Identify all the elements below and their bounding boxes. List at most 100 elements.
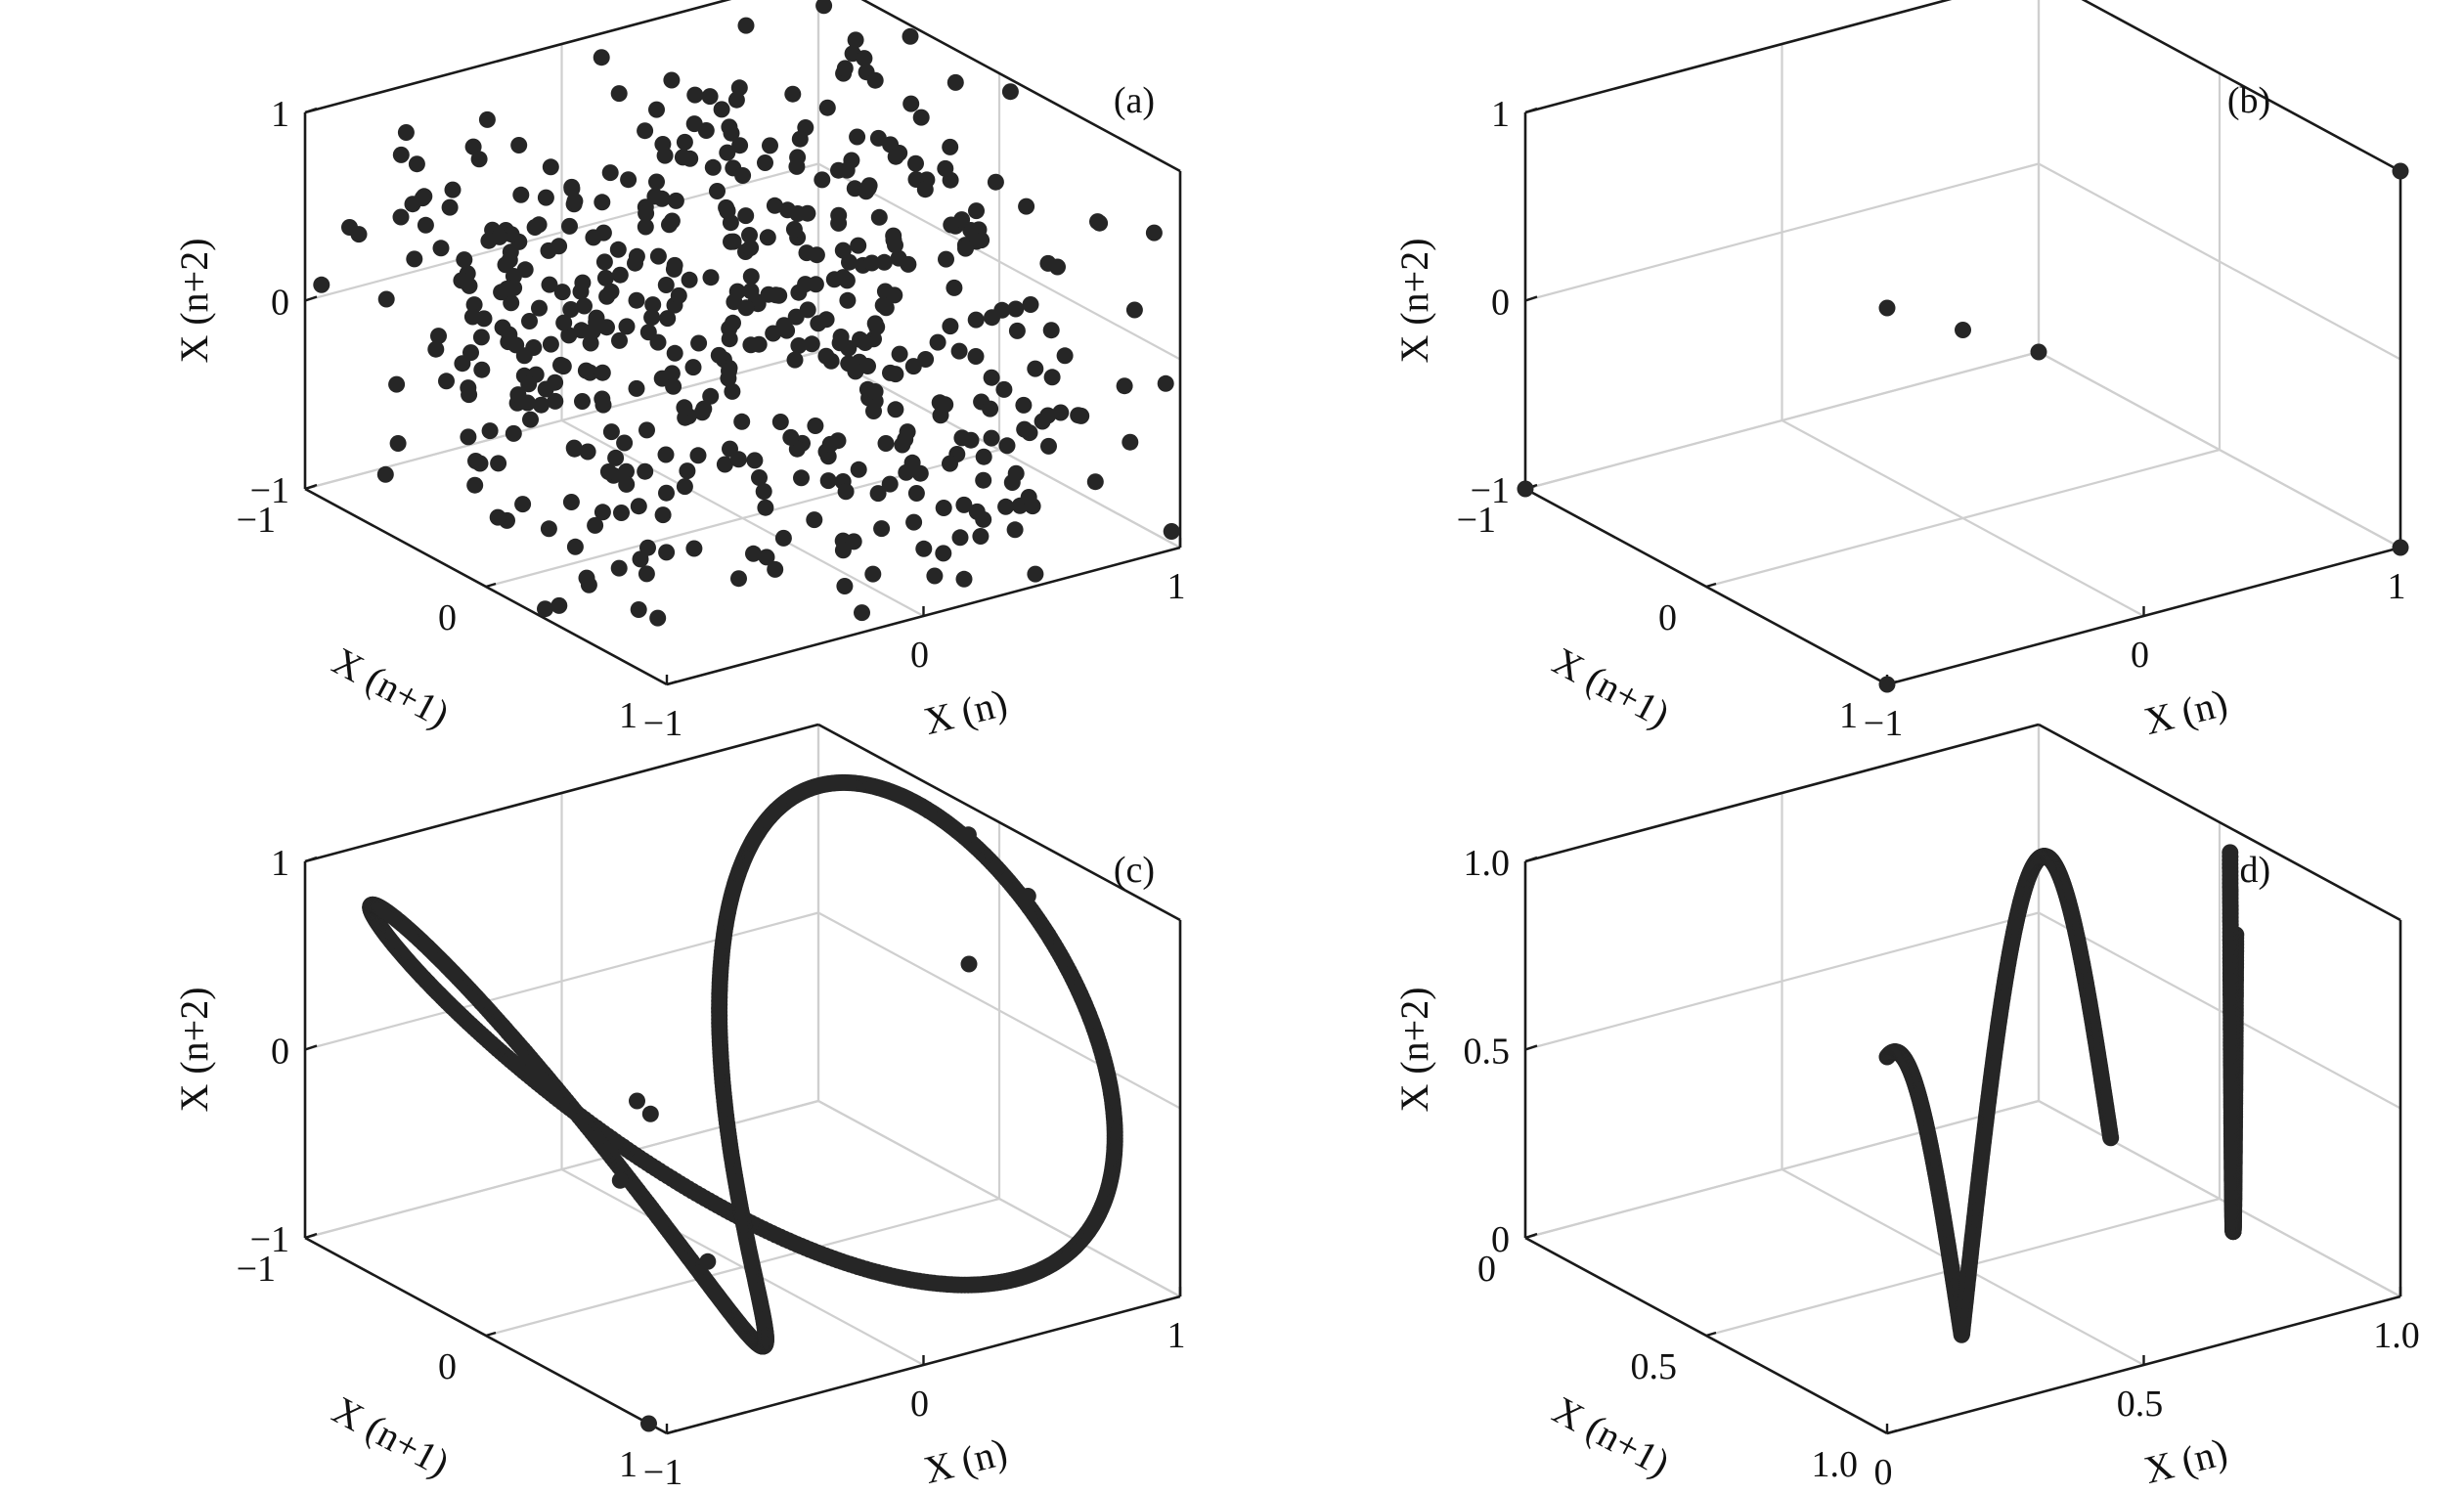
data-point [967,311,985,329]
data-point [713,101,730,118]
data-point [514,496,532,513]
data-point [630,601,647,618]
data-point [1027,565,1044,583]
grid-line [485,1197,1000,1338]
data-point [993,301,1011,319]
data-point [1034,413,1051,430]
grid-line [1705,448,2221,589]
data-point [907,154,924,172]
data-point [839,291,857,309]
data-point [728,283,746,300]
data-point [719,144,736,161]
data-point [663,71,681,89]
data-point [755,483,772,501]
data-point [561,217,578,235]
z-tick [304,295,318,302]
axis-line [304,0,732,114]
data-point [725,314,741,331]
data-point [637,462,654,480]
data-point [1086,473,1104,491]
data-point [547,392,564,410]
data-point [737,17,755,34]
data-point [1020,489,1037,505]
data-point [588,314,605,330]
data-point [473,361,491,378]
data-point [877,435,895,452]
data-point [905,513,923,531]
data-point [1056,347,1074,365]
data-point [907,485,925,502]
z-tick-label: 0 [271,1032,289,1073]
y-axis-label: X (n+1) [1546,1387,1677,1485]
data-point [509,386,527,404]
data-point [710,346,727,364]
data-point [1878,299,1896,317]
data-point [609,241,627,258]
data-point [779,201,796,219]
y-tick [666,680,678,686]
data-point [975,448,992,465]
data-point [987,173,1004,191]
data-point [866,71,884,89]
data-point [759,229,776,246]
data-point [587,516,604,534]
z-tick-label: −1 [1471,470,1510,511]
data-point [1049,258,1066,276]
data-point [850,237,867,254]
data-point [585,229,602,246]
data-point [724,382,741,400]
data-point [784,85,802,103]
y-tick-label: 0 [1477,1249,1496,1290]
data-point [392,208,410,226]
data-point [885,232,902,248]
y-tick [1705,582,1717,589]
data-point [618,462,635,480]
z-tick [1524,107,1538,114]
y-tick [304,1233,316,1240]
data-point [637,122,654,140]
data-point [721,362,737,379]
data-point [791,130,809,148]
data-point [689,447,707,464]
data-point [648,101,665,118]
z-tick-label: 0 [1491,283,1510,324]
data-point [757,154,773,171]
data-point [666,344,683,362]
data-point [788,157,806,175]
x-axis-label: X (n) [920,681,1012,743]
grid-line [1524,1099,2040,1240]
data-point [766,197,783,214]
data-point [550,596,568,614]
data-point [887,401,904,418]
data-point [388,375,406,393]
data-point [856,50,873,67]
y-tick-label: −1 [237,500,276,541]
data-point [950,342,968,360]
data-point [902,27,919,45]
data-point [734,167,752,184]
data-point [967,348,985,365]
data-point [674,149,691,166]
data-point [490,455,507,472]
data-point [917,351,935,368]
grid-line [304,911,819,1051]
data-point [983,429,1000,447]
z-tick-label: 1 [1491,94,1510,135]
data-point [935,500,952,516]
data-point [799,204,816,222]
data-point [638,204,655,222]
z-axis-label: X (n+2) [1392,238,1436,363]
data-point [638,565,655,583]
data-point [389,435,407,452]
data-point [957,240,974,257]
data-point [667,192,684,209]
data-point [782,428,800,446]
data-point [541,276,558,293]
data-point [466,476,484,494]
x-tick-label: 0 [910,1384,929,1425]
data-point [725,233,742,250]
